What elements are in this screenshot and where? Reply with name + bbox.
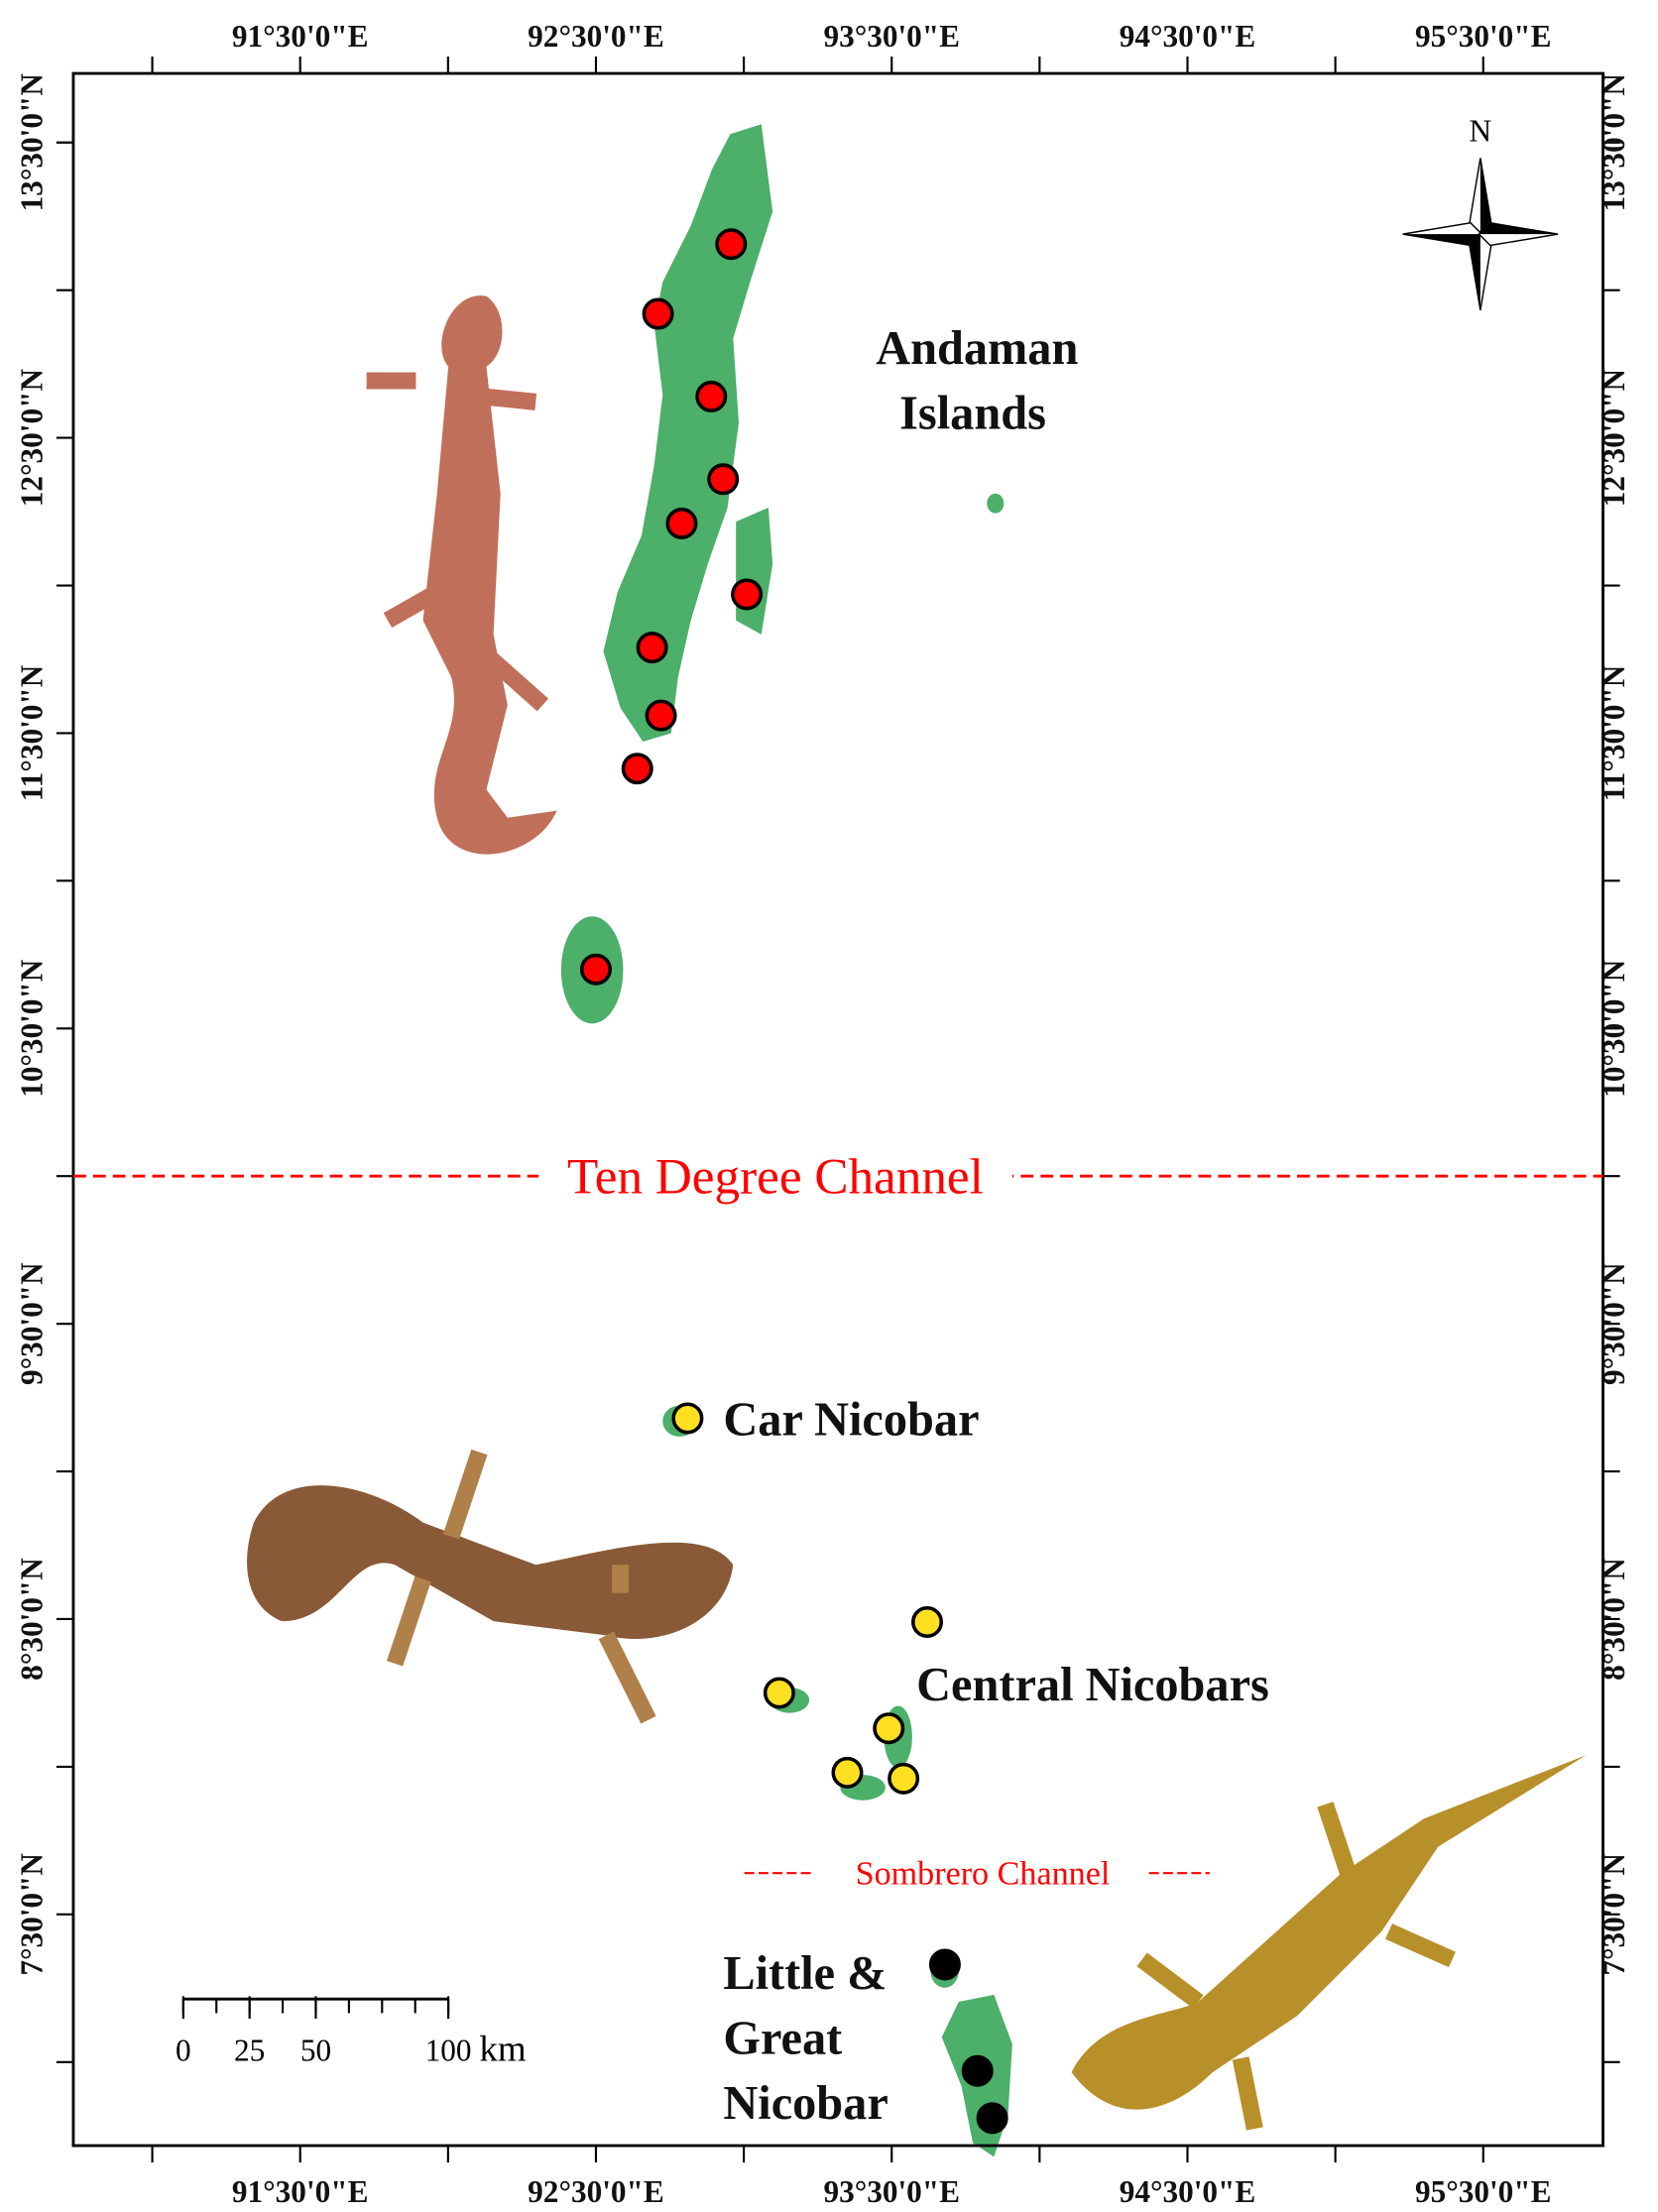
scale-bar-label: 100 (425, 2034, 472, 2068)
north-label: N (1470, 113, 1492, 148)
scale-bar-label: 25 (234, 2034, 265, 2068)
locality-point (673, 1404, 701, 1432)
x-tick-label: 91°30'0"E (232, 2174, 369, 2209)
x-tick-label: 93°30'0"E (823, 2174, 960, 2209)
locality-point (978, 2104, 1006, 2132)
locality-point (647, 701, 674, 729)
scale-bar-unit: km (479, 2029, 526, 2069)
barren-island (987, 494, 1004, 514)
locality-point (875, 1714, 902, 1742)
locality-point (931, 1950, 959, 1978)
x-tick-label: 91°30'0"E (232, 19, 369, 54)
y-tick-label: 8°30'0"N (1597, 1558, 1631, 1681)
region-label: Central Nicobars (916, 1659, 1269, 1711)
y-tick-label: 10°30'0"N (15, 959, 50, 1098)
locality-point (833, 1759, 861, 1787)
locality-point (638, 634, 665, 661)
scale-bar-label: 50 (300, 2034, 331, 2068)
locality-point (964, 2056, 992, 2084)
x-tick-label: 94°30'0"E (1120, 19, 1256, 54)
y-tick-label: 11°30'0"N (15, 664, 50, 801)
x-tick-label: 95°30'0"E (1415, 2174, 1552, 2209)
x-tick-label: 92°30'0"E (528, 2174, 664, 2209)
locality-point (644, 299, 671, 327)
locality-point (709, 465, 737, 493)
x-tick-label: 92°30'0"E (528, 19, 664, 54)
locality-point (766, 1679, 793, 1706)
locality-point (697, 383, 725, 410)
locality-point (889, 1765, 917, 1793)
y-tick-label: 9°30'0"N (1597, 1262, 1631, 1385)
map: N Andaman Islands Car Nicobar Central Ni… (0, 0, 1658, 2212)
y-tick-label: 7°30'0"N (1597, 1853, 1631, 1976)
region-label: Andaman (876, 322, 1078, 375)
region-label: Great (723, 2013, 842, 2065)
x-tick-label: 93°30'0"E (823, 19, 960, 54)
y-tick-label: 12°30'0"N (1597, 369, 1631, 508)
region-label: Islands (899, 387, 1046, 439)
y-tick-label: 7°30'0"N (15, 1853, 50, 1976)
x-tick-label: 95°30'0"E (1415, 19, 1552, 54)
locality-point (717, 230, 745, 258)
scale-bar-label: 0 (176, 2034, 191, 2068)
region-label: Little & (723, 1947, 887, 2000)
y-tick-label: 11°30'0"N (1597, 664, 1631, 801)
region-label: Nicobar (723, 2077, 888, 2130)
y-tick-label: 8°30'0"N (15, 1558, 50, 1681)
y-tick-label: 9°30'0"N (15, 1262, 50, 1385)
channel-label: Ten Degree Channel (567, 1148, 984, 1205)
locality-point (733, 580, 761, 608)
locality-point (667, 510, 695, 537)
y-tick-label: 13°30'0"N (15, 73, 50, 212)
channel-label: Sombrero Channel (856, 1856, 1111, 1893)
y-tick-label: 13°30'0"N (1597, 73, 1631, 212)
locality-point (624, 755, 651, 782)
locality-point (913, 1608, 941, 1636)
y-tick-label: 10°30'0"N (1597, 959, 1631, 1098)
region-label: Car Nicobar (723, 1393, 979, 1446)
page: {"map": { "lonlim": [90.733, 95.905], "l… (0, 0, 1658, 2212)
locality-point (582, 956, 610, 984)
x-tick-label: 94°30'0"E (1120, 2174, 1256, 2209)
y-tick-label: 12°30'0"N (15, 369, 50, 508)
